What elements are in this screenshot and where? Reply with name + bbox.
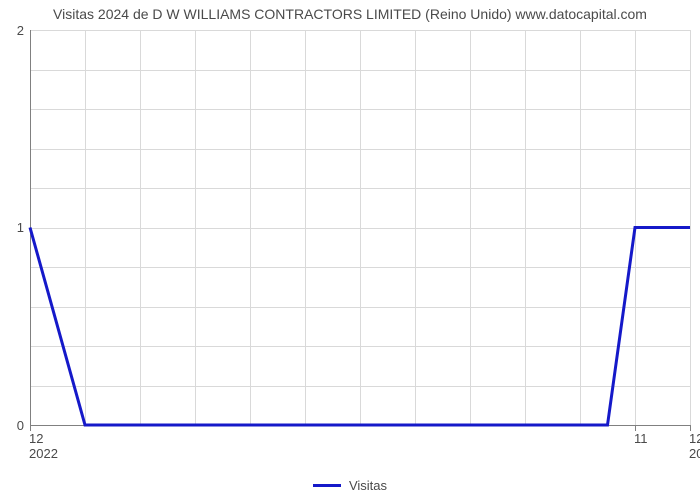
legend-label: Visitas: [349, 478, 387, 493]
visits-line-chart: Visitas 2024 de D W WILLIAMS CONTRACTORS…: [0, 0, 700, 500]
plot-area: [30, 30, 690, 425]
y-tick-label: 2: [17, 23, 24, 38]
x-tick-label: 12: [689, 431, 700, 446]
x-tick-label: 11: [634, 431, 648, 446]
y-tick-label: 0: [17, 418, 24, 433]
legend-swatch: [313, 484, 341, 487]
chart-legend: Visitas: [0, 478, 700, 493]
x-secondary-label: 202: [689, 446, 700, 461]
grid-line-vertical: [690, 30, 691, 425]
x-secondary-label: 2022: [29, 446, 58, 461]
x-tick-label: 12: [29, 431, 43, 446]
y-tick-label: 1: [17, 220, 24, 235]
chart-title: Visitas 2024 de D W WILLIAMS CONTRACTORS…: [0, 6, 700, 22]
data-series-line: [30, 30, 690, 425]
